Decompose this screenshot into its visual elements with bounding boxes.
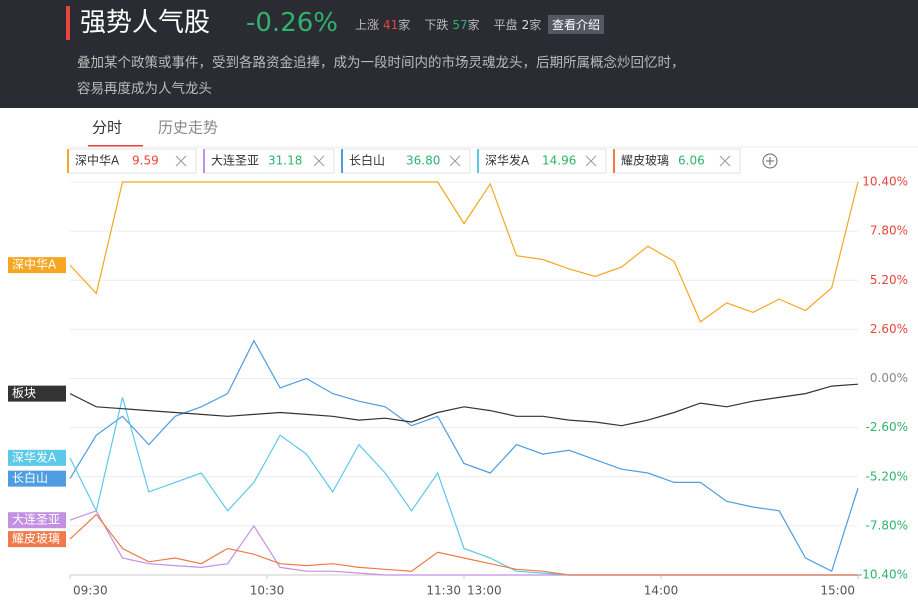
chip-box xyxy=(203,148,335,174)
chip-close xyxy=(585,155,597,167)
series-tag xyxy=(8,531,66,548)
chip-close xyxy=(719,155,731,167)
legend-name: 耀皮玻璃 xyxy=(621,154,669,168)
series-tag-label: 深华发A xyxy=(12,449,57,464)
y-tick-label: 7.80% xyxy=(870,224,908,238)
series-tag-label: 大连圣亚 xyxy=(12,512,60,527)
stat-unit: 家 xyxy=(398,18,411,32)
series-tag-label: 耀皮玻璃 xyxy=(12,532,60,546)
legend-name: 深华发A xyxy=(485,153,530,168)
stat-count: 57 xyxy=(452,18,468,32)
x-tick-label: 15:00 xyxy=(820,584,855,598)
series-tag-label: 长白山 xyxy=(12,470,48,485)
legend-price: 36.80 xyxy=(406,154,440,168)
x-tick-label: 13:00 xyxy=(467,584,502,598)
x-tick-label: 11:30 xyxy=(426,584,461,598)
stat-count: 2 xyxy=(521,18,530,32)
chip-close xyxy=(175,155,187,167)
x-tick-label: 09:30 xyxy=(73,584,108,598)
y-tick-label: -2.60% xyxy=(866,420,908,434)
series-tag-label: 板块 xyxy=(12,386,36,400)
y-tick-label: 0.00% xyxy=(870,371,908,385)
legend-chip[interactable]: 深中华A 9.59 xyxy=(67,148,197,174)
stat-label: 上涨 xyxy=(355,18,380,32)
series-line xyxy=(69,383,859,427)
series-tag xyxy=(8,257,66,274)
series-line xyxy=(69,397,858,576)
legend-price: 14.96 xyxy=(542,154,576,168)
stat-count: 41 xyxy=(383,18,399,32)
legend-chip[interactable]: 大连圣亚 31.18 xyxy=(203,148,335,174)
y-tick-label: 10.40% xyxy=(862,175,908,189)
y-tick-label: 5.20% xyxy=(870,273,908,287)
y-tick-label: -7.80% xyxy=(866,518,908,532)
series-line xyxy=(69,181,859,323)
tab[interactable]: 分时 xyxy=(92,119,122,137)
add-plus xyxy=(766,157,774,165)
chip-close xyxy=(449,155,461,167)
tab[interactable]: 历史走势 xyxy=(158,119,218,137)
header: 强势人气股 -0.26% 上涨 41家 下跌 57家 平盘 2家 查看介绍 叠加某个政策或… xyxy=(0,0,918,108)
x-tick-label: 14:00 xyxy=(644,584,679,598)
legend-chip[interactable]: 长白山 36.80 xyxy=(341,148,471,174)
legend-chip[interactable]: 耀皮玻璃 6.06 xyxy=(613,148,741,174)
stat: 上涨 41家 xyxy=(355,16,410,33)
x-tick-label: 10:30 xyxy=(250,584,285,598)
title: 强势人气股 xyxy=(66,6,210,40)
legend-name: 深中华A xyxy=(75,153,120,168)
series-line xyxy=(69,339,859,573)
change: -0.26% xyxy=(246,8,338,38)
legend-price: 9.59 xyxy=(132,154,159,168)
y-tick-label: -10.40% xyxy=(858,568,908,582)
y-tick-label: 2.60% xyxy=(870,322,908,336)
stat-label: 平盘 xyxy=(493,18,518,32)
chip-close xyxy=(313,155,325,167)
chip-box xyxy=(477,148,607,174)
stat: 平盘 2家 xyxy=(494,16,542,33)
legend-name: 长白山 xyxy=(349,153,385,168)
series-tag xyxy=(8,470,66,487)
stat-label: 下跌 xyxy=(424,18,449,32)
legend-chip[interactable]: 深华发A 14.96 xyxy=(477,148,607,174)
stats: 上涨 41家 下跌 57家 平盘 2家 xyxy=(355,16,541,33)
series-line xyxy=(69,510,858,576)
legend-price: 31.18 xyxy=(268,154,302,168)
stat-unit: 家 xyxy=(467,18,480,32)
y-tick-label: -5.20% xyxy=(866,469,908,483)
series-tag xyxy=(8,449,66,466)
series-tag xyxy=(8,512,66,529)
series-tag xyxy=(8,385,66,402)
description: 叠加某个政策或事件，受到各路资金追捧，成为一段时间内的市场灵魂龙头，后期所属概念… xyxy=(77,55,685,97)
legend-name: 大连圣亚 xyxy=(211,153,259,168)
series-tag-label: 深中华A xyxy=(12,257,57,272)
series-line xyxy=(69,513,858,576)
intro-button[interactable]: 查看介绍 xyxy=(548,15,605,34)
legend-price: 6.06 xyxy=(678,154,705,168)
stat: 下跌 57家 xyxy=(424,16,479,33)
stat-unit: 家 xyxy=(529,18,542,32)
add-button[interactable] xyxy=(762,153,778,169)
